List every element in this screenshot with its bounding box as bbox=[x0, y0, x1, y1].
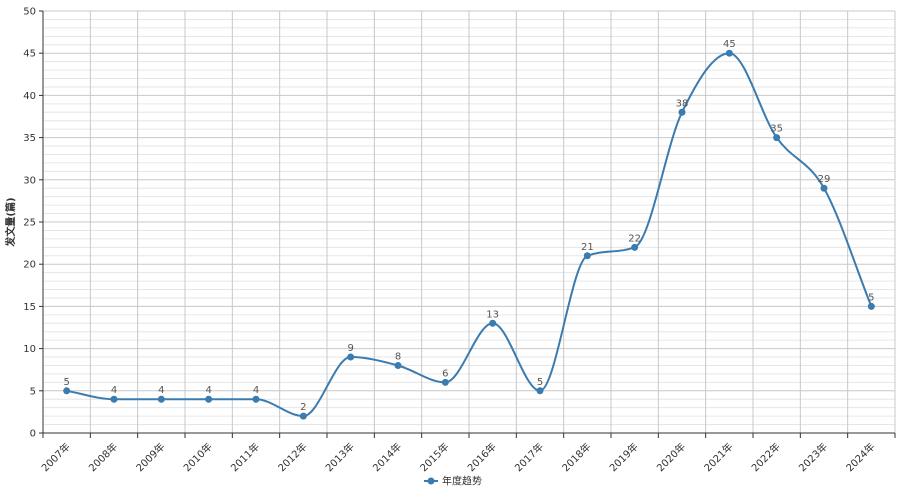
data-point[interactable] bbox=[347, 353, 355, 361]
y-tick-label: 45 bbox=[23, 49, 36, 60]
y-tick-label: 25 bbox=[23, 218, 36, 229]
data-label: 2 bbox=[300, 402, 306, 413]
data-label: 4 bbox=[205, 385, 211, 396]
data-label: 9 bbox=[347, 343, 353, 354]
series-line bbox=[66, 52, 873, 418]
x-tick-label: 2016年 bbox=[465, 440, 499, 474]
y-tick-label: 50 bbox=[23, 7, 36, 18]
data-label: 35 bbox=[770, 124, 783, 135]
legend-marker bbox=[427, 477, 435, 485]
data-label: 4 bbox=[111, 385, 117, 396]
data-point[interactable] bbox=[631, 243, 639, 251]
data-label: 6 bbox=[442, 368, 448, 379]
data-label: 38 bbox=[676, 98, 689, 109]
data-point[interactable] bbox=[157, 395, 165, 403]
data-label: 21 bbox=[581, 242, 594, 253]
x-tick-label: 2008年 bbox=[86, 440, 120, 474]
y-axis-label: 发文量(篇) bbox=[4, 197, 17, 247]
y-tick-label: 30 bbox=[23, 175, 36, 186]
data-point[interactable] bbox=[63, 387, 71, 395]
y-axis-ticks: 0 5 10 15 20 25 30 35 40 45 50 bbox=[23, 7, 43, 440]
data-label: 4 bbox=[253, 385, 259, 396]
data-label: 8 bbox=[395, 351, 401, 362]
grid-lines bbox=[42, 10, 896, 434]
data-label: 13 bbox=[486, 309, 499, 320]
x-tick-label: 2011年 bbox=[228, 440, 262, 474]
x-tick-label: 2018年 bbox=[559, 440, 593, 474]
y-tick-label: 10 bbox=[23, 344, 36, 355]
x-tick-label: 2019年 bbox=[607, 440, 641, 474]
data-label: 5 bbox=[868, 292, 874, 303]
data-label: 5 bbox=[537, 377, 543, 388]
data-label: 5 bbox=[63, 377, 69, 388]
data-point[interactable] bbox=[205, 395, 213, 403]
x-tick-label: 2014年 bbox=[370, 440, 404, 474]
x-tick-label: 2012年 bbox=[275, 440, 309, 474]
y-tick-label: 40 bbox=[23, 91, 36, 102]
data-point[interactable] bbox=[536, 387, 544, 395]
data-point[interactable] bbox=[489, 319, 497, 327]
y-tick-label: 5 bbox=[30, 386, 36, 397]
data-point[interactable] bbox=[867, 302, 875, 310]
data-point[interactable] bbox=[820, 184, 828, 192]
y-tick-label: 35 bbox=[23, 133, 36, 144]
data-point[interactable] bbox=[725, 49, 733, 57]
x-tick-label: 2015年 bbox=[417, 440, 451, 474]
legend-label: 年度趋势 bbox=[442, 475, 482, 488]
x-tick-label: 2013年 bbox=[323, 440, 357, 474]
x-tick-label: 2023年 bbox=[796, 440, 830, 474]
data-label: 4 bbox=[158, 385, 164, 396]
data-point[interactable] bbox=[394, 361, 402, 369]
data-label: 45 bbox=[723, 39, 736, 50]
data-point[interactable] bbox=[678, 108, 686, 116]
x-tick-label: 2021年 bbox=[701, 440, 735, 474]
y-tick-label: 0 bbox=[30, 429, 36, 440]
x-tick-label: 2007年 bbox=[39, 440, 73, 474]
y-tick-label: 15 bbox=[23, 302, 36, 313]
y-tick-label: 20 bbox=[23, 260, 36, 271]
x-tick-label: 2017年 bbox=[512, 440, 546, 474]
data-label: 29 bbox=[818, 174, 831, 185]
data-point[interactable] bbox=[299, 412, 307, 420]
x-tick-label: 2022年 bbox=[749, 440, 783, 474]
data-label: 22 bbox=[628, 233, 641, 244]
x-tick-label: 2024年 bbox=[843, 440, 877, 474]
x-tick-label: 2010年 bbox=[181, 440, 215, 474]
data-point[interactable] bbox=[441, 378, 449, 386]
legend[interactable]: 年度趋势 bbox=[424, 475, 482, 488]
x-tick-label: 2009年 bbox=[133, 440, 167, 474]
data-point[interactable] bbox=[252, 395, 260, 403]
x-axis-ticks: 2007年 2008年 2009年 2010年 2011年 2012年 2013年 2014年… bbox=[39, 433, 896, 474]
data-point[interactable] bbox=[583, 252, 591, 260]
data-point[interactable] bbox=[110, 395, 118, 403]
x-tick-label: 2020年 bbox=[654, 440, 688, 474]
data-point[interactable] bbox=[773, 134, 781, 142]
